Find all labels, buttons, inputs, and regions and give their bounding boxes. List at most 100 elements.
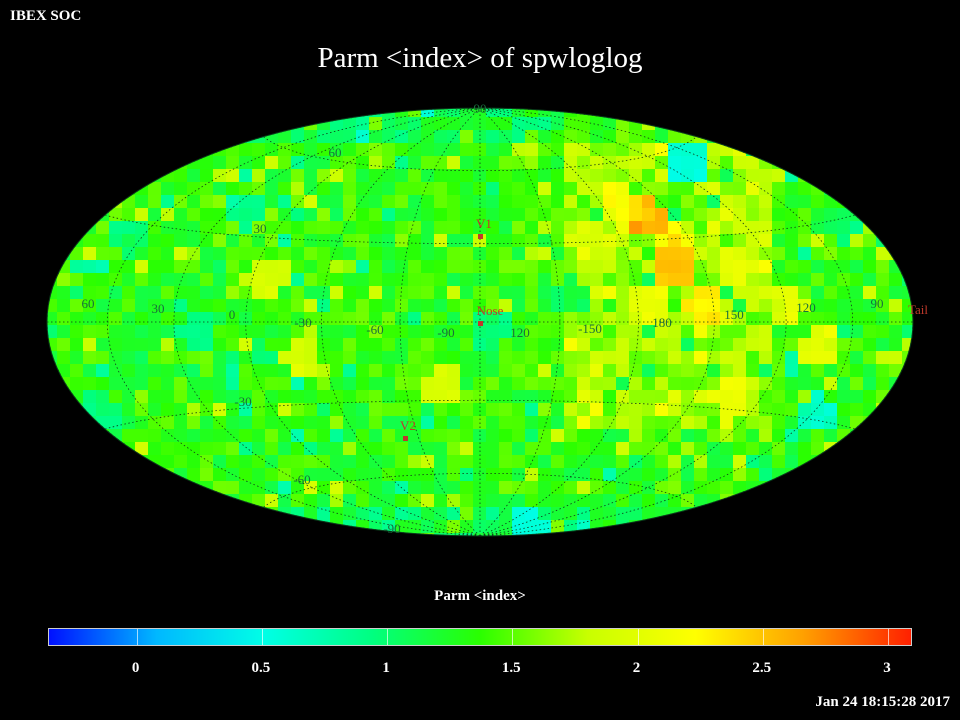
map-pixel	[408, 169, 421, 182]
map-pixel	[616, 234, 629, 247]
map-pixel	[421, 390, 434, 403]
map-pixel	[252, 442, 265, 455]
map-pixel	[200, 416, 213, 429]
map-pixel	[915, 338, 928, 351]
map-pixel	[564, 169, 577, 182]
map-pixel	[330, 494, 343, 507]
map-pixel	[590, 416, 603, 429]
map-pixel	[278, 234, 291, 247]
map-pixel	[733, 455, 746, 468]
map-pixel	[265, 260, 278, 273]
map-pixel	[629, 195, 642, 208]
map-pixel	[356, 416, 369, 429]
map-pixel	[564, 156, 577, 169]
map-pixel	[863, 273, 876, 286]
map-pixel	[447, 351, 460, 364]
map-pixel	[525, 403, 538, 416]
map-pixel	[551, 234, 564, 247]
map-pixel	[564, 481, 577, 494]
map-pixel	[356, 221, 369, 234]
map-pixel	[577, 234, 590, 247]
map-pixel	[837, 416, 850, 429]
map-pixel	[759, 156, 772, 169]
map-pixel	[265, 468, 278, 481]
map-pixel	[447, 108, 460, 117]
map-pixel	[369, 442, 382, 455]
map-pixel	[902, 299, 913, 312]
map-pixel	[603, 377, 616, 390]
map-pixel	[460, 351, 473, 364]
map-pixel	[369, 390, 382, 403]
map-pixel	[590, 403, 603, 416]
map-pixel	[759, 299, 772, 312]
map-pixel	[902, 325, 913, 338]
map-pixel	[590, 156, 603, 169]
map-pixel	[694, 221, 707, 234]
map-pixel	[668, 455, 681, 468]
map-pixel	[291, 507, 304, 520]
map-pixel	[551, 208, 564, 221]
map-pixel	[772, 442, 785, 455]
map-pixel	[83, 416, 96, 429]
map-pixel	[551, 182, 564, 195]
map-pixel	[304, 286, 317, 299]
map-pixel	[473, 533, 486, 536]
map-pixel	[187, 403, 200, 416]
map-pixel	[382, 377, 395, 390]
map-pixel	[616, 481, 629, 494]
map-pixel	[772, 208, 785, 221]
map-pixel	[681, 286, 694, 299]
map-pixel	[265, 221, 278, 234]
map-pixel	[356, 273, 369, 286]
map-pixel	[70, 390, 83, 403]
map-pixel	[382, 429, 395, 442]
map-pixel	[577, 169, 590, 182]
map-pixel	[226, 221, 239, 234]
map-pixel	[824, 390, 837, 403]
map-pixel	[512, 520, 525, 533]
map-pixel	[408, 416, 421, 429]
map-pixel	[395, 273, 408, 286]
map-pixel	[720, 156, 733, 169]
map-pixel	[473, 117, 486, 130]
map-pixel	[707, 169, 720, 182]
map-pixel	[538, 143, 551, 156]
map-pixel	[161, 221, 174, 234]
map-pixel	[317, 390, 330, 403]
map-pixel	[278, 377, 291, 390]
map-pixel	[733, 494, 746, 507]
map-pixel	[213, 481, 226, 494]
map-pixel	[512, 247, 525, 260]
map-pixel	[577, 442, 590, 455]
map-pixel	[135, 247, 148, 260]
map-pixel	[629, 416, 642, 429]
map-pixel	[733, 221, 746, 234]
map-pixel	[330, 273, 343, 286]
map-pixel	[57, 247, 70, 260]
map-pixel	[213, 234, 226, 247]
map-pixel	[148, 286, 161, 299]
map-pixel	[239, 260, 252, 273]
map-pixel	[512, 351, 525, 364]
map-pixel	[824, 325, 837, 338]
map-pixel	[304, 351, 317, 364]
map-pixel	[200, 208, 213, 221]
map-pixel	[499, 351, 512, 364]
map-pixel	[83, 260, 96, 273]
lat-label-90: 90	[474, 101, 487, 116]
map-pixel	[486, 390, 499, 403]
map-pixel	[551, 507, 564, 520]
map-pixel	[668, 442, 681, 455]
map-pixel	[876, 338, 889, 351]
map-pixel	[447, 403, 460, 416]
map-pixel	[551, 156, 564, 169]
map-pixel	[785, 273, 798, 286]
map-pixel	[902, 377, 913, 390]
map-pixel	[759, 442, 772, 455]
map-pixel	[135, 429, 148, 442]
map-pixel	[577, 195, 590, 208]
map-pixel	[746, 442, 759, 455]
map-pixel	[499, 247, 512, 260]
map-pixel	[824, 338, 837, 351]
map-pixel	[174, 442, 187, 455]
